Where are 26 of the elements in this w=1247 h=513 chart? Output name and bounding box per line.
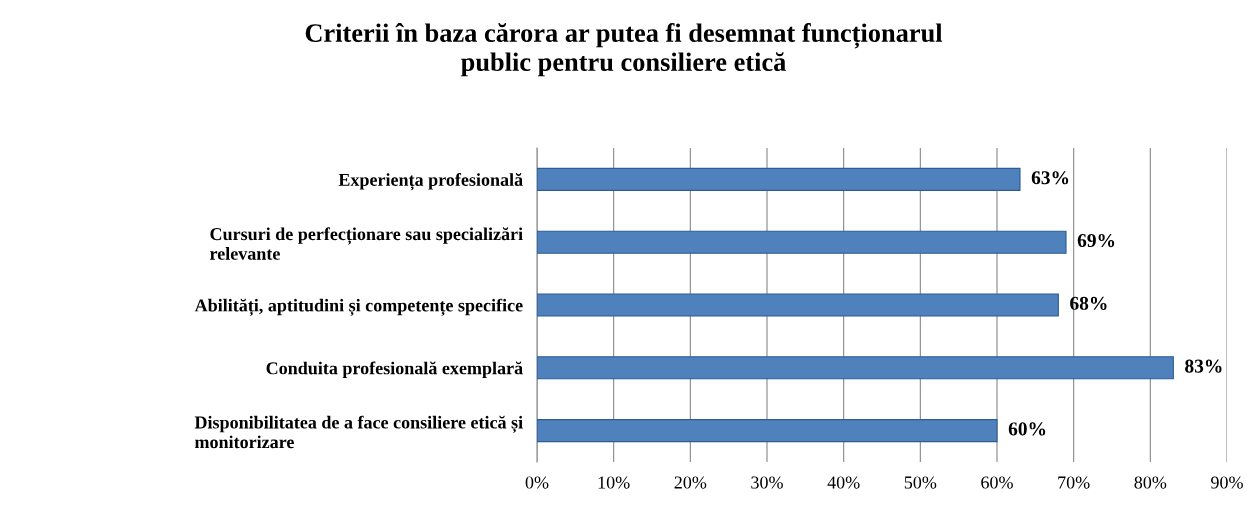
- x-tick-label: 50%: [904, 476, 937, 489]
- x-tick-label: 60%: [981, 476, 1013, 489]
- x-tick-label: 90%: [1211, 476, 1243, 489]
- x-tick-label: 80%: [1134, 476, 1167, 489]
- bar: [537, 230, 1067, 254]
- bar: [537, 167, 1021, 191]
- y-tick-label: Abilități, aptitudini și competențe specifice: [194, 298, 523, 316]
- x-tick-label: 40%: [827, 476, 860, 489]
- bar: [537, 356, 1174, 380]
- y-tick-label: Cursuri de perfecționare sau specializări relevante: [210, 227, 523, 260]
- data-label: 60%: [1008, 422, 1046, 436]
- x-tick-label: 10%: [598, 476, 630, 489]
- chart-title: Criterii în baza cărora ar putea fi desemnat funcționarul public pentru consiliere etică: [305, 23, 943, 77]
- x-tick-label: 30%: [751, 476, 783, 489]
- x-tick-label: 70%: [1058, 476, 1090, 489]
- x-tick-label: 20%: [674, 476, 707, 489]
- y-tick-label: Disponibilitatea de a face consiliere etică și monitorizare: [194, 415, 523, 449]
- y-tick-label: Conduita profesională exemplară: [266, 361, 523, 379]
- data-label: 69%: [1077, 233, 1115, 248]
- data-label: 68%: [1070, 296, 1107, 310]
- bar: [537, 293, 1059, 317]
- data-label: 83%: [1185, 359, 1222, 373]
- bar: [537, 419, 998, 443]
- data-label: 63%: [1031, 171, 1069, 185]
- x-tick-label: 0%: [525, 476, 549, 489]
- y-tick-label: Experiența profesională: [338, 173, 523, 191]
